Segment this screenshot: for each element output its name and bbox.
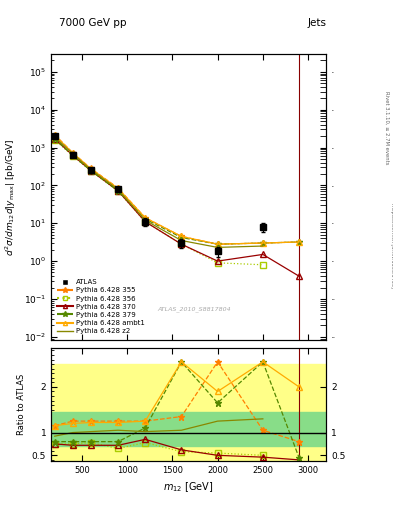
- Pythia 6.428 z2: [52, 134, 57, 140]
- Line: Pythia 6.428 z2: Pythia 6.428 z2: [55, 137, 263, 247]
- Pythia 6.428 ambt1: [88, 166, 93, 172]
- Pythia 6.428 z2: [261, 243, 265, 249]
- Text: 7000 GeV pp: 7000 GeV pp: [59, 18, 127, 28]
- Pythia 6.428 370: [116, 188, 120, 194]
- Pythia 6.428 370: [88, 167, 93, 174]
- Pythia 6.428 370: [297, 273, 301, 279]
- Pythia 6.428 355: [215, 241, 220, 247]
- Pythia 6.428 356: [70, 153, 75, 159]
- Pythia 6.428 ambt1: [116, 185, 120, 191]
- Legend: ATLAS, Pythia 6.428 355, Pythia 6.428 356, Pythia 6.428 370, Pythia 6.428 379, P: ATLAS, Pythia 6.428 355, Pythia 6.428 35…: [55, 276, 148, 337]
- Pythia 6.428 ambt1: [215, 241, 220, 247]
- Text: mcplots.cern.ch [arXiv:1306.3436]: mcplots.cern.ch [arXiv:1306.3436]: [390, 203, 393, 288]
- Pythia 6.428 379: [143, 216, 147, 222]
- Pythia 6.428 ambt1: [261, 240, 265, 246]
- Pythia 6.428 ambt1: [297, 239, 301, 245]
- Pythia 6.428 379: [88, 167, 93, 174]
- Pythia 6.428 355: [179, 233, 184, 240]
- Pythia 6.428 ambt1: [70, 150, 75, 156]
- Pythia 6.428 z2: [116, 186, 120, 193]
- Pythia 6.428 z2: [88, 166, 93, 173]
- Pythia 6.428 379: [179, 234, 184, 241]
- Pythia 6.428 370: [261, 251, 265, 258]
- Pythia 6.428 356: [143, 219, 147, 225]
- Pythia 6.428 ambt1: [179, 233, 184, 240]
- Pythia 6.428 ambt1: [52, 132, 57, 138]
- Y-axis label: Ratio to ATLAS: Ratio to ATLAS: [17, 374, 26, 435]
- Pythia 6.428 355: [261, 240, 265, 246]
- Pythia 6.428 356: [215, 260, 220, 266]
- Pythia 6.428 356: [179, 241, 184, 247]
- Pythia 6.428 355: [52, 132, 57, 138]
- Pythia 6.428 z2: [179, 238, 184, 244]
- Pythia 6.428 z2: [215, 244, 220, 250]
- Pythia 6.428 355: [70, 150, 75, 156]
- Line: Pythia 6.428 379: Pythia 6.428 379: [51, 135, 303, 248]
- Pythia 6.428 379: [116, 188, 120, 194]
- Pythia 6.428 z2: [70, 151, 75, 157]
- Pythia 6.428 379: [261, 240, 265, 246]
- Pythia 6.428 370: [143, 219, 147, 225]
- Pythia 6.428 379: [215, 241, 220, 247]
- Y-axis label: $d^{2}\sigma/dm_{12}d|y_{\rm max}|$ [pb/GeV]: $d^{2}\sigma/dm_{12}d|y_{\rm max}|$ [pb/…: [4, 138, 18, 256]
- Pythia 6.428 379: [297, 239, 301, 245]
- Pythia 6.428 356: [88, 168, 93, 174]
- Line: Pythia 6.428 356: Pythia 6.428 356: [52, 137, 266, 268]
- Line: Pythia 6.428 370: Pythia 6.428 370: [52, 136, 302, 279]
- Pythia 6.428 355: [88, 165, 93, 172]
- Pythia 6.428 355: [143, 215, 147, 221]
- Pythia 6.428 370: [215, 258, 220, 264]
- Line: Pythia 6.428 355: Pythia 6.428 355: [51, 131, 303, 248]
- Pythia 6.428 356: [52, 137, 57, 143]
- Pythia 6.428 379: [52, 136, 57, 142]
- Pythia 6.428 370: [52, 136, 57, 142]
- Pythia 6.428 370: [179, 241, 184, 247]
- Pythia 6.428 356: [261, 262, 265, 268]
- Pythia 6.428 370: [70, 153, 75, 159]
- Pythia 6.428 z2: [143, 217, 147, 223]
- Pythia 6.428 355: [116, 185, 120, 191]
- Line: Pythia 6.428 ambt1: Pythia 6.428 ambt1: [52, 133, 302, 247]
- Pythia 6.428 379: [70, 153, 75, 159]
- Pythia 6.428 ambt1: [143, 215, 147, 221]
- Pythia 6.428 355: [297, 239, 301, 245]
- Text: Jets: Jets: [307, 18, 326, 28]
- X-axis label: $m_{12}$ [GeV]: $m_{12}$ [GeV]: [163, 480, 214, 494]
- Pythia 6.428 356: [116, 188, 120, 195]
- Text: Rivet 3.1.10, ≥ 2.7M events: Rivet 3.1.10, ≥ 2.7M events: [385, 91, 389, 165]
- Text: ATLAS_2010_S8817804: ATLAS_2010_S8817804: [157, 306, 231, 312]
